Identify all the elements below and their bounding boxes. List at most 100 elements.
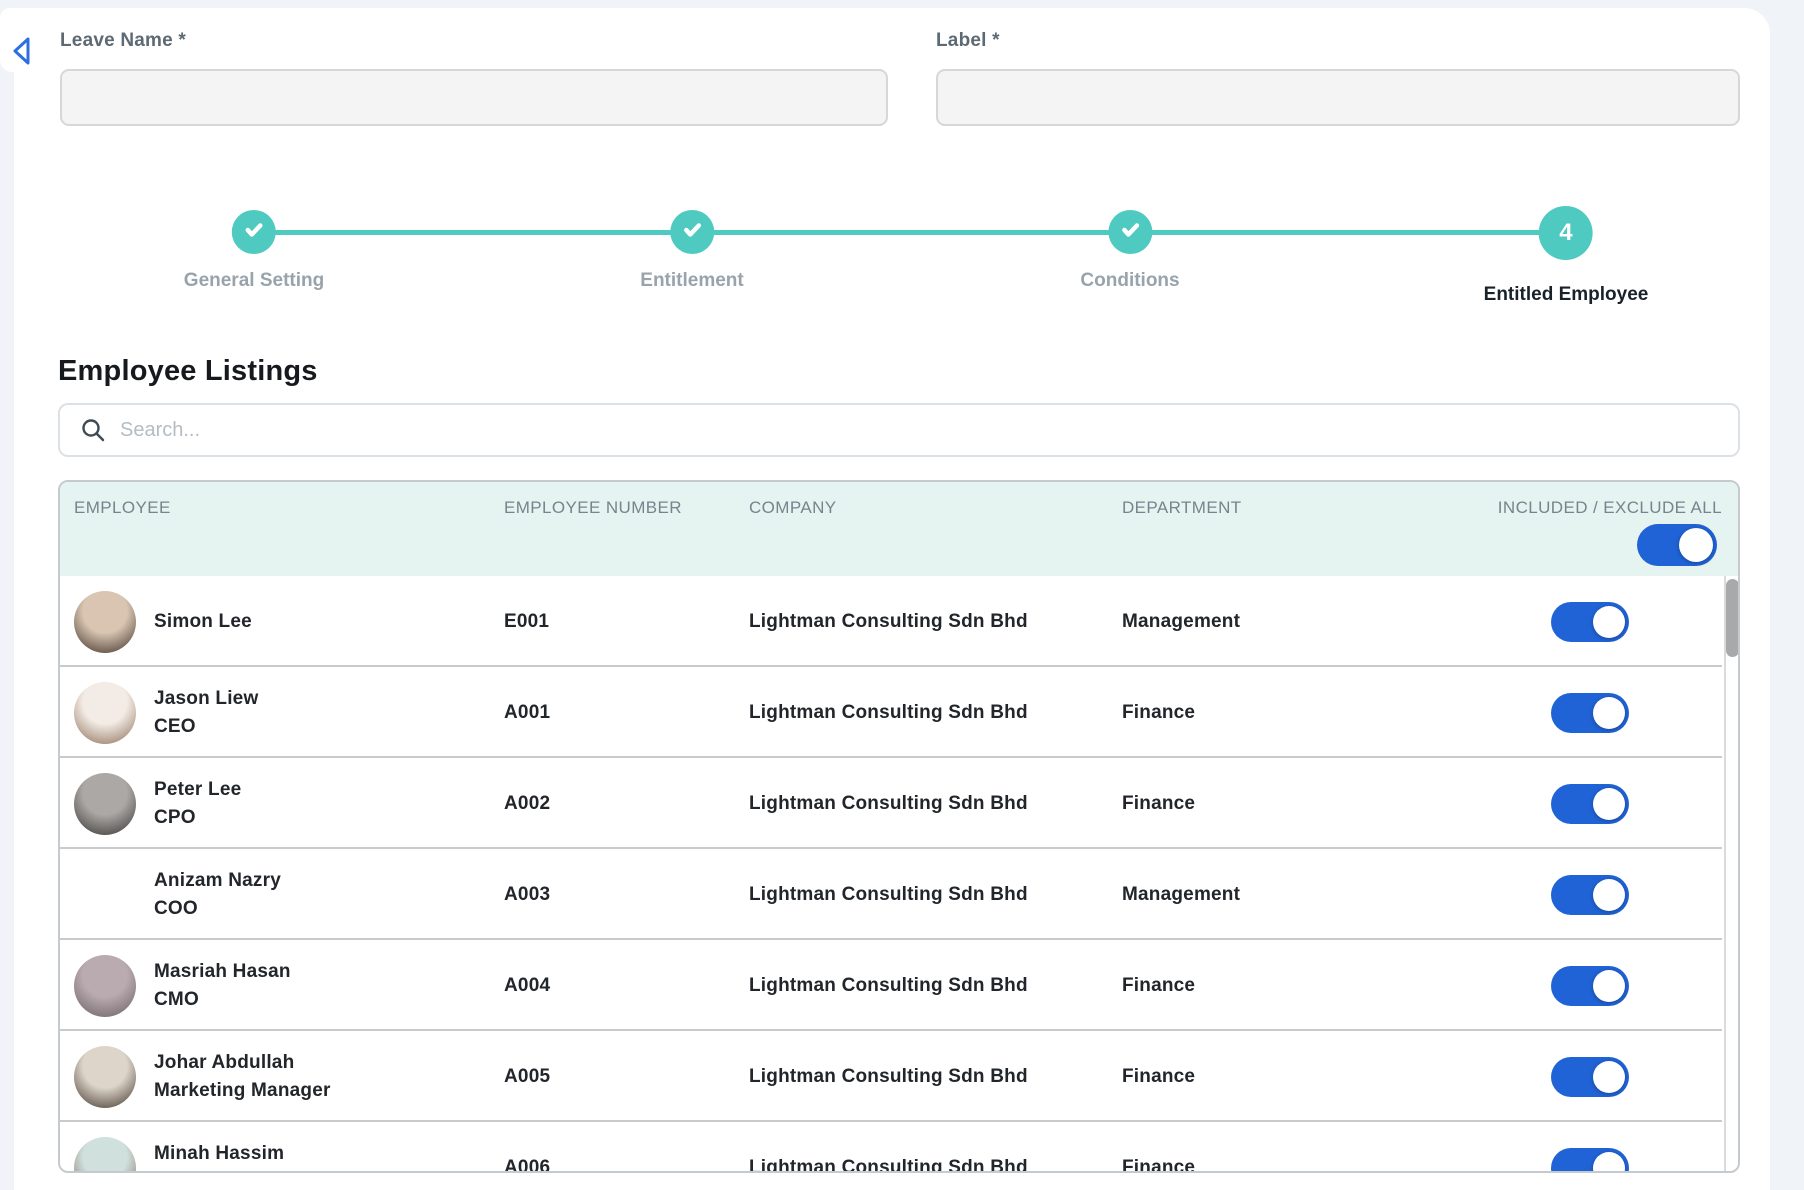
leave-name-label: Leave Name * — [60, 30, 186, 51]
leave-name-field-group: Leave Name * — [60, 30, 888, 126]
company: Lightman Consulting Sdn Bhd — [749, 792, 1028, 814]
department: Finance — [1122, 974, 1196, 996]
table-row: Masriah Hasan CMO A004 Lightman Consulti… — [60, 940, 1738, 1031]
employee-name: Johar Abdullah — [154, 1051, 295, 1073]
step-circle[interactable]: 4 — [1538, 206, 1593, 260]
department: Finance — [1122, 792, 1196, 814]
employee-job-title: CPO — [154, 806, 196, 828]
toggle-knob — [1593, 1151, 1625, 1171]
leave-name-input[interactable] — [60, 69, 888, 126]
step-circle[interactable] — [231, 210, 276, 254]
department: Finance — [1122, 1065, 1196, 1087]
company: Lightman Consulting Sdn Bhd — [749, 1065, 1028, 1087]
employee-number: A002 — [504, 792, 551, 814]
chevron-left-icon — [7, 37, 37, 71]
table-row: Simon Lee E001 Lightman Consulting Sdn B… — [60, 576, 1738, 667]
employee-table: EMPLOYEE EMPLOYEE NUMBER COMPANY DEPARTM… — [58, 480, 1740, 1173]
table-row: Anizam Nazry COO A003 Lightman Consultin… — [60, 849, 1738, 940]
col-header-company: COMPANY — [749, 498, 837, 517]
table-row: Johar Abdullah Marketing Manager A005 Li… — [60, 1031, 1738, 1122]
table-row: Peter Lee CPO A002 Lightman Consulting S… — [60, 758, 1738, 849]
employee-job-title: CEO — [154, 715, 196, 737]
employee-job-title: Marketing Manager — [154, 1079, 331, 1101]
employee-number: A006 — [504, 1156, 551, 1173]
col-header-include-exclude: INCLUDED / EXCLUDE ALL — [1497, 498, 1722, 517]
avatar — [74, 1136, 136, 1171]
step-label: Conditions — [1080, 270, 1180, 291]
stepper-step-entitled-employee: 4 Entitled Employee — [1483, 206, 1649, 306]
avatar — [74, 954, 136, 1017]
label-input[interactable] — [936, 69, 1740, 126]
stepper-step-conditions: Conditions — [1080, 210, 1180, 292]
scroll-divider — [1724, 576, 1726, 1171]
stepper-step-entitlement: Entitlement — [640, 210, 744, 292]
employee-job-title: CMO — [154, 988, 199, 1010]
employee-number: E001 — [504, 610, 550, 632]
department: Finance — [1122, 701, 1196, 723]
col-header-employee-number: EMPLOYEE NUMBER — [504, 498, 682, 517]
search-bar — [58, 403, 1740, 457]
check-icon — [243, 219, 265, 246]
employee-name: Jason Liew — [154, 687, 259, 709]
company: Lightman Consulting Sdn Bhd — [749, 610, 1028, 632]
toggle-knob — [1593, 696, 1625, 729]
page-title: Employee Listings — [58, 355, 318, 387]
include-toggle[interactable] — [1551, 874, 1629, 915]
department: Finance — [1122, 1156, 1196, 1173]
search-icon — [80, 417, 106, 443]
employee-job-title — [154, 1168, 284, 1172]
toggle-knob — [1593, 605, 1625, 638]
toggle-knob — [1593, 878, 1625, 911]
company: Lightman Consulting Sdn Bhd — [749, 974, 1028, 996]
include-toggle[interactable] — [1551, 1056, 1629, 1097]
col-header-department: DEPARTMENT — [1122, 498, 1242, 517]
avatar — [74, 590, 136, 653]
toggle-knob — [1679, 528, 1713, 562]
employee-name: Simon Lee — [154, 610, 252, 632]
avatar — [74, 1045, 136, 1108]
table-row: Minah Hassim A006 Lightman Consulting Sd… — [60, 1122, 1738, 1173]
include-all-toggle[interactable] — [1637, 524, 1717, 566]
employee-name: Minah Hassim — [154, 1142, 285, 1164]
table-header: EMPLOYEE EMPLOYEE NUMBER COMPANY DEPARTM… — [60, 482, 1738, 576]
avatar — [74, 864, 136, 926]
check-icon — [681, 219, 703, 246]
stepper-step-general-setting: General Setting — [184, 210, 324, 292]
employee-name: Masriah Hasan — [154, 960, 291, 982]
employee-name: Anizam Nazry — [154, 869, 281, 891]
step-label: Entitled Employee — [1483, 284, 1649, 305]
search-input[interactable] — [120, 418, 1738, 442]
employee-job-title: COO — [154, 897, 198, 919]
step-label: General Setting — [183, 270, 325, 291]
label-field-group: Label * — [936, 30, 1740, 126]
label-label: Label * — [936, 30, 1000, 51]
company: Lightman Consulting Sdn Bhd — [749, 701, 1028, 723]
toggle-knob — [1593, 969, 1625, 1002]
employee-number: A004 — [504, 974, 551, 996]
employee-name: Peter Lee — [154, 778, 242, 800]
check-icon — [1119, 219, 1141, 246]
table-scrollbar-thumb[interactable] — [1726, 579, 1738, 657]
col-header-employee: EMPLOYEE — [74, 498, 171, 517]
employee-number: A003 — [504, 883, 551, 905]
table-body: Simon Lee E001 Lightman Consulting Sdn B… — [60, 576, 1738, 1173]
employee-number: A005 — [504, 1065, 551, 1087]
include-toggle[interactable] — [1551, 1147, 1629, 1171]
step-circle[interactable] — [1107, 210, 1152, 254]
step-label: Entitlement — [640, 270, 744, 291]
step-number: 4 — [1559, 219, 1573, 246]
include-toggle[interactable] — [1551, 783, 1629, 824]
step-circle[interactable] — [669, 210, 714, 254]
include-toggle[interactable] — [1551, 601, 1629, 642]
toggle-knob — [1593, 787, 1625, 820]
employee-number: A001 — [504, 701, 551, 723]
back-button[interactable] — [6, 34, 38, 70]
include-toggle[interactable] — [1551, 965, 1629, 1006]
company: Lightman Consulting Sdn Bhd — [749, 1156, 1028, 1173]
back-tab — [0, 8, 46, 72]
include-toggle[interactable] — [1551, 692, 1629, 733]
department: Management — [1122, 610, 1241, 632]
company: Lightman Consulting Sdn Bhd — [749, 883, 1028, 905]
avatar — [74, 681, 136, 744]
table-row: Jason Liew CEO A001 Lightman Consulting … — [60, 667, 1738, 758]
